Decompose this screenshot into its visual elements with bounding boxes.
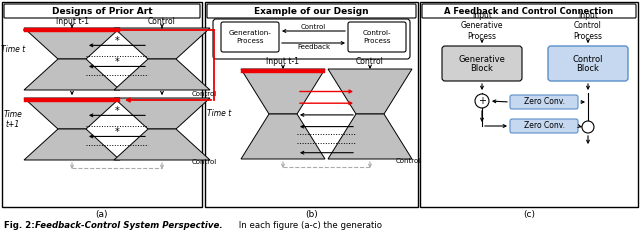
Polygon shape <box>24 129 120 160</box>
Text: (b): (b) <box>305 210 318 219</box>
Text: Input
Control
Process: Input Control Process <box>573 11 602 41</box>
Polygon shape <box>114 98 210 129</box>
Polygon shape <box>114 59 210 90</box>
Text: *: * <box>115 58 120 67</box>
Bar <box>24 28 120 32</box>
Text: Time
t+1: Time t+1 <box>4 110 22 129</box>
Text: Example of our Design: Example of our Design <box>254 7 369 16</box>
Text: Block: Block <box>470 64 493 73</box>
Text: Feedback-Control System Perspective.: Feedback-Control System Perspective. <box>35 222 223 230</box>
Text: Input t-1: Input t-1 <box>266 56 300 65</box>
Circle shape <box>582 121 594 133</box>
FancyBboxPatch shape <box>207 4 416 18</box>
Text: *: * <box>115 106 120 116</box>
Text: Zero Conv.: Zero Conv. <box>524 121 564 130</box>
Text: (c): (c) <box>523 210 535 219</box>
Polygon shape <box>328 114 412 159</box>
Text: Control: Control <box>301 24 326 30</box>
FancyBboxPatch shape <box>213 19 410 59</box>
Text: Process: Process <box>364 38 391 44</box>
FancyBboxPatch shape <box>221 22 279 52</box>
Polygon shape <box>114 28 210 59</box>
Text: Time t: Time t <box>207 110 231 119</box>
Text: Control: Control <box>192 91 217 97</box>
Bar <box>241 69 325 73</box>
Text: *: * <box>115 36 120 46</box>
Bar <box>205 2 418 207</box>
Text: Control-: Control- <box>363 30 391 36</box>
Text: *: * <box>115 127 120 137</box>
Text: Control: Control <box>192 159 217 165</box>
Text: Generation-: Generation- <box>228 30 271 36</box>
Text: Control: Control <box>148 17 176 27</box>
Text: Input
Generative
Process: Input Generative Process <box>461 11 503 41</box>
Polygon shape <box>241 69 325 114</box>
Bar <box>420 2 638 207</box>
Bar <box>2 2 202 207</box>
Polygon shape <box>24 28 120 59</box>
Text: Time t: Time t <box>1 45 25 54</box>
FancyBboxPatch shape <box>548 46 628 81</box>
Text: Feedback: Feedback <box>297 44 330 50</box>
Polygon shape <box>241 114 325 159</box>
Text: Zero Conv.: Zero Conv. <box>524 97 564 106</box>
Text: Control: Control <box>356 56 384 65</box>
Circle shape <box>475 94 489 108</box>
FancyBboxPatch shape <box>510 119 578 133</box>
Text: (a): (a) <box>96 210 108 219</box>
Text: Process: Process <box>236 38 264 44</box>
Text: Designs of Prior Art: Designs of Prior Art <box>52 7 152 16</box>
Bar <box>24 98 120 102</box>
FancyBboxPatch shape <box>422 4 636 18</box>
Text: Control: Control <box>396 158 421 164</box>
Polygon shape <box>24 59 120 90</box>
Text: +: + <box>478 96 486 106</box>
Polygon shape <box>114 129 210 160</box>
Polygon shape <box>328 69 412 114</box>
Polygon shape <box>24 98 120 129</box>
Text: Fig. 2:: Fig. 2: <box>4 222 35 230</box>
FancyBboxPatch shape <box>348 22 406 52</box>
Text: Input t-1: Input t-1 <box>56 17 88 27</box>
Text: Control: Control <box>573 55 604 64</box>
Text: Generative: Generative <box>459 55 506 64</box>
Text: A Feedback and Control Connection: A Feedback and Control Connection <box>444 7 614 16</box>
FancyBboxPatch shape <box>510 95 578 109</box>
Text: In each figure (a-c) the generatio: In each figure (a-c) the generatio <box>236 222 382 230</box>
Text: Block: Block <box>577 64 600 73</box>
FancyBboxPatch shape <box>442 46 522 81</box>
FancyBboxPatch shape <box>4 4 200 18</box>
